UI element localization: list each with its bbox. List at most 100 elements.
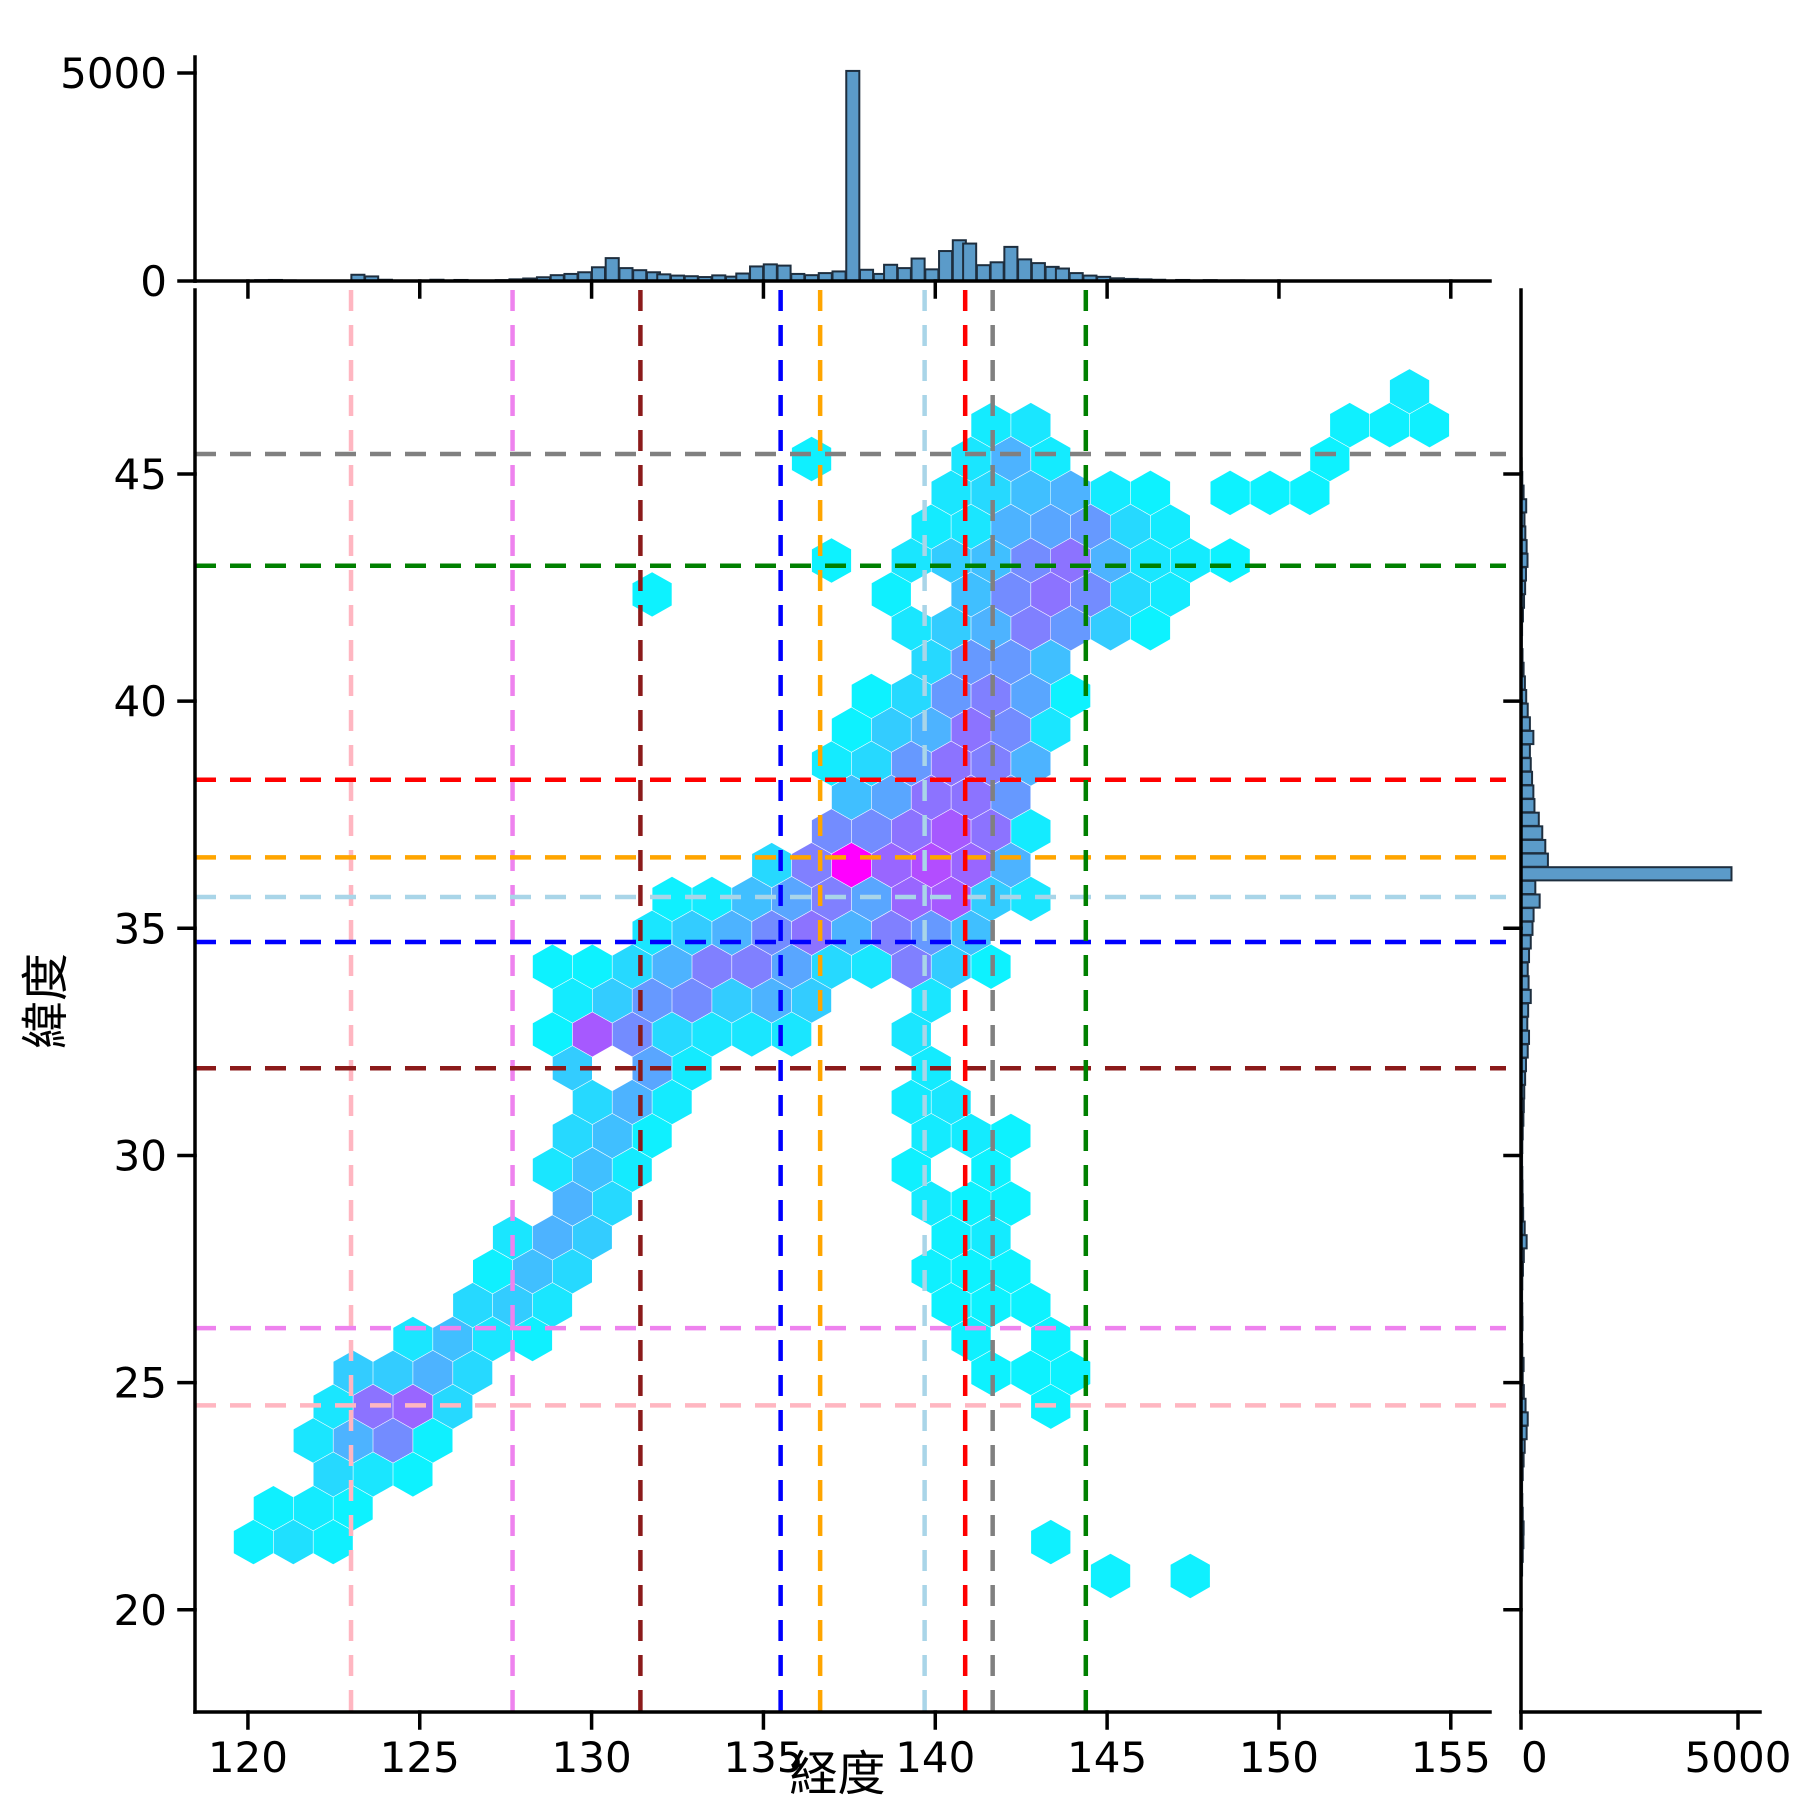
hexbin-cell — [891, 673, 931, 719]
top-hist-bar — [883, 263, 899, 283]
hexbin-cell — [931, 809, 971, 854]
hexbin-cell — [333, 1486, 373, 1531]
hexbin-cell — [333, 1418, 373, 1463]
hexbin-cell — [931, 470, 971, 516]
y-axis-label: 緯度 — [18, 953, 74, 1049]
hexbin-cell — [931, 1079, 971, 1125]
right-hist-bar — [1520, 798, 1536, 814]
main-x-ticklabel: 150 — [1239, 1733, 1319, 1782]
hexbin-cell — [1051, 1350, 1091, 1396]
hexbin-cell — [293, 1486, 333, 1531]
main-y-ticklabel: 40 — [114, 677, 167, 726]
hexbin-cell — [891, 606, 931, 651]
reference-lines-layer — [195, 290, 1506, 1712]
hexbin-cell — [871, 842, 911, 888]
hexbin-cell — [532, 1147, 573, 1192]
hexbin-cell — [413, 1350, 453, 1396]
top-hist-bar — [962, 242, 978, 282]
hexbin-cell — [811, 538, 852, 583]
hexbin-cell — [1110, 572, 1151, 617]
hexbin-cell — [233, 1519, 274, 1565]
top-hist-bar — [604, 257, 620, 282]
right-hist-bar — [1520, 852, 1549, 868]
hexbin-cell — [1031, 639, 1071, 685]
hexbin-cell — [931, 741, 971, 786]
hexbin-cell — [991, 1249, 1031, 1294]
hexbin-cell — [1170, 1553, 1210, 1599]
hexbin-cell — [532, 1012, 573, 1057]
hexbin-cell — [1409, 402, 1450, 448]
hexbin-cell — [1090, 606, 1131, 651]
hexbin-cell — [1071, 504, 1111, 549]
right-hist-bar — [1520, 866, 1733, 882]
hexbin-cell — [911, 978, 951, 1023]
hexbin-cell — [911, 639, 951, 685]
hexbin-cell — [592, 978, 632, 1023]
hexbin-cell — [552, 1181, 592, 1226]
right-hist-bar — [1520, 811, 1540, 827]
hexbin-cell — [712, 978, 752, 1023]
hexbin-cell — [532, 1215, 573, 1260]
main-y-ticklabel: 35 — [114, 904, 167, 953]
main-x-ticklabel: 155 — [1411, 1733, 1491, 1782]
hexbin-cell — [1130, 606, 1171, 651]
hexbin-cell — [532, 1282, 573, 1328]
hexbin-cell — [931, 1282, 971, 1328]
hexbin-cell — [971, 606, 1011, 651]
hexbin-cell — [652, 876, 692, 922]
hexbin-cell — [692, 944, 732, 989]
right-hist-bar — [1520, 784, 1535, 800]
hexbin-cell — [732, 876, 772, 922]
hexbin-cell — [552, 1249, 592, 1294]
hexbin-cell — [891, 1147, 931, 1192]
hexbin-cell — [1090, 470, 1131, 516]
hexbin-cell — [891, 809, 931, 854]
hexbin-cell — [692, 1012, 732, 1057]
hexbin-cell — [931, 876, 971, 922]
hexbin-cell — [453, 1282, 493, 1328]
top-hist-bar — [938, 250, 954, 283]
hexbin-cell — [911, 1113, 951, 1159]
right-hist-bar — [1520, 825, 1544, 841]
hexbin-cell — [512, 1249, 553, 1294]
top-hist-bar — [845, 69, 861, 282]
main-x-ticklabel: 145 — [1067, 1733, 1147, 1782]
hexbin-cell — [1011, 1350, 1051, 1396]
hexbin-cell — [1210, 538, 1250, 583]
hexbin-cell — [791, 978, 832, 1023]
hexbin-cell — [1031, 707, 1071, 752]
hexbin-cell — [1011, 1282, 1051, 1328]
top-hist-bar — [1030, 262, 1046, 282]
hexbin-cell — [931, 1215, 971, 1260]
hexbin-cell — [532, 944, 573, 989]
hexbin-cell — [991, 775, 1031, 820]
top-hist-y-ticklabel: 0 — [140, 257, 167, 306]
hexbin-cell — [552, 978, 592, 1023]
hexbin-cell — [732, 1012, 772, 1057]
hexbin-cell — [373, 1350, 413, 1396]
hexbin-cell — [413, 1418, 453, 1463]
hexbin-cell — [1090, 1553, 1131, 1599]
hexbin-cell — [592, 1181, 632, 1226]
top-hist-bar — [989, 261, 1005, 282]
hexbin-cell — [1011, 606, 1051, 651]
hexbin-layer — [233, 369, 1450, 1599]
hexbin-cell — [552, 1113, 592, 1159]
hexbin-cell — [1051, 673, 1091, 719]
hexbin-cell — [951, 572, 991, 617]
hexbin-cell — [1051, 538, 1091, 583]
axes-layer: 120 125 130 135 140 145 150 155 20 25 30 35 40 45 経度 緯度… — [18, 49, 1791, 1800]
hexbin-cell — [592, 1113, 632, 1159]
hexbin-cell — [791, 436, 832, 482]
hexbin-cell — [333, 1350, 373, 1396]
hexbin-cell — [273, 1519, 313, 1565]
hexbin-cell — [851, 809, 891, 854]
hexbin-cell — [1031, 572, 1071, 617]
top-hist-bar — [910, 257, 926, 283]
hexbin-cell — [911, 842, 951, 888]
hexbin-cell — [1330, 402, 1370, 448]
hexbin-cell — [831, 775, 872, 820]
hexbin-cell — [951, 775, 991, 820]
hexbin-cell — [1031, 504, 1071, 549]
hexbin-cell — [1130, 538, 1171, 583]
